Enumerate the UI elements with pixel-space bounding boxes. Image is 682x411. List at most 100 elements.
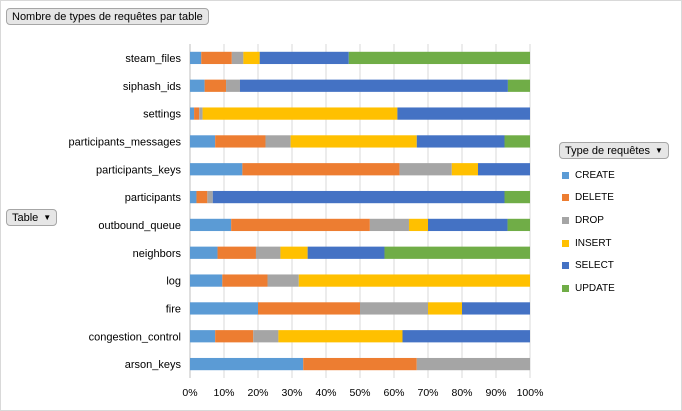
bar-segment [384,246,530,259]
bar-segment [190,79,205,92]
category-label: steam_files [125,53,181,65]
bar-segment [265,135,291,148]
bar-segment [190,163,243,176]
row-field-button[interactable]: Table ▼ [6,209,58,226]
bar-segment [369,218,409,232]
bar-segment [199,107,203,120]
legend-label: INSERT [575,237,612,249]
x-tick-label: 80% [451,387,472,399]
legend-label: CREATE [575,169,615,181]
bar-segment [307,246,385,259]
x-tick-label: 40% [315,387,336,399]
category-label: participants [125,192,182,204]
bar-segment [231,218,370,232]
chart-title-field-button[interactable]: Nombre de types de requêtes par table [6,8,209,25]
bar-segment [255,246,281,259]
bar-segment [226,79,240,92]
bar-segment [253,330,279,343]
bar-segment [416,357,530,371]
bar-segment [190,218,232,232]
bar-segment [402,330,530,343]
bar-segment [348,51,530,65]
bar-segment [242,163,400,176]
bar-segment [194,107,200,120]
category-label: settings [143,109,181,121]
bar-segment [190,190,197,204]
bar-segment [408,218,428,232]
bar-segment [280,246,308,259]
bar-segment [202,107,398,120]
bar-segment [451,163,478,176]
bar-segment [222,274,268,287]
category-label: siphash_ids [123,81,182,93]
category-label: outbound_queue [98,220,181,232]
bar-segment [278,330,403,343]
x-tick-label: 60% [383,387,404,399]
x-tick-label: 20% [247,387,268,399]
x-tick-label: 90% [485,387,506,399]
bar-segment [507,79,530,92]
bar-segment [360,302,428,315]
legend-item: INSERT [562,232,615,255]
x-tick-label: 0% [182,387,197,399]
chart-legend: CREATE DELETE DROP INSERT SELECT UPDATE [562,164,615,300]
x-tick-label: 100% [517,387,544,399]
bar-segment [190,246,218,259]
bar-segment [259,51,349,65]
bar-segment [201,51,232,65]
dropdown-arrow-icon[interactable]: ▼ [655,146,663,155]
legend-swatch [562,262,569,270]
legend-swatch [562,216,569,224]
bar-segment [462,302,530,315]
category-label: arson_keys [125,359,182,371]
chart-title-label: Nombre de types de requêtes par table [12,11,203,23]
legend-item: DELETE [562,187,615,210]
bar-segment [190,302,258,315]
legend-swatch [562,239,569,247]
bar-segment [504,190,530,204]
legend-label: SELECT [575,260,614,272]
bar-segment [290,135,417,148]
legend-label: UPDATE [575,282,615,294]
dropdown-arrow-icon[interactable]: ▼ [43,213,52,222]
bar-segment [196,190,208,204]
legend-swatch [562,171,569,179]
legend-field-label: Type de requêtes [565,145,651,157]
category-label: participants_messages [68,136,181,148]
bar-segment [416,135,505,148]
category-label: participants_keys [96,164,181,176]
bar-segment [231,51,244,65]
bar-segment [243,51,260,65]
bar-segment [204,79,227,92]
legend-field-button[interactable]: Type de requêtes ▼ [559,142,669,159]
legend-item: SELECT [562,254,615,277]
bar-segment [215,135,266,148]
x-tick-label: 70% [417,387,438,399]
bar-segment [190,330,216,343]
bar-segment [477,163,530,176]
legend-swatch [562,284,569,292]
bar-segment [212,190,505,204]
bar-segment [397,107,530,120]
legend-label: DROP [575,214,604,226]
bar-segment [190,274,223,287]
bar-segment [190,357,304,371]
legend-item: UPDATE [562,277,615,300]
bar-segment [190,107,195,120]
bar-segment [258,302,360,315]
bar-segment [428,302,462,315]
bar-segment [428,218,508,232]
bar-segment [504,135,530,148]
bar-segment [190,135,216,148]
category-label: congestion_control [89,331,181,343]
category-label: neighbors [133,248,182,260]
legend-label: DELETE [575,192,614,204]
bar-segment [303,357,417,371]
x-tick-label: 10% [213,387,234,399]
bar-segment [217,246,256,259]
row-field-label: Table [12,212,39,224]
bar-segment [190,51,202,65]
bar-segment [239,79,508,92]
